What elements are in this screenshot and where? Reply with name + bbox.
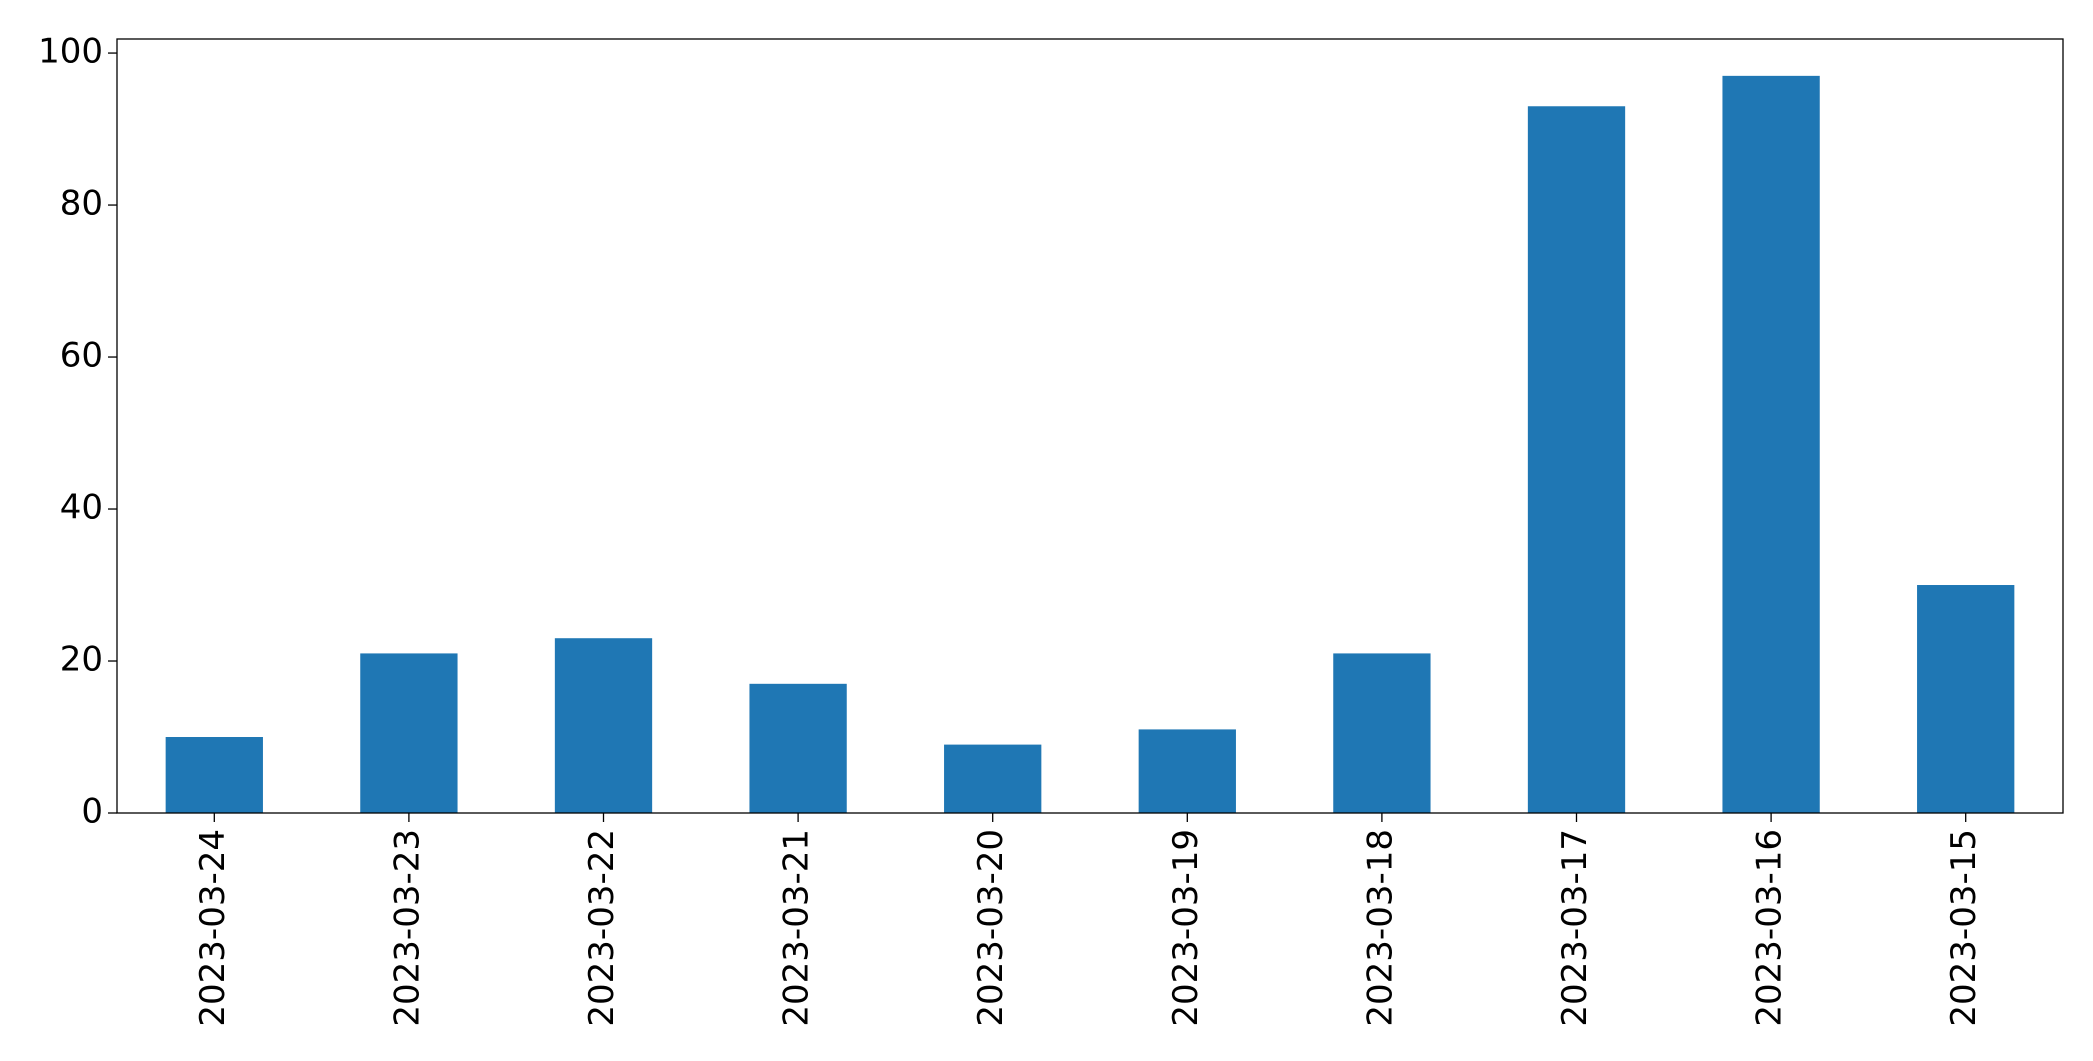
bar xyxy=(749,683,847,813)
y-tick-label: 20 xyxy=(60,640,103,680)
y-tick-label: 100 xyxy=(38,32,103,72)
bar xyxy=(1917,585,2015,813)
bar xyxy=(1333,653,1431,813)
x-tick-label: 2023-03-15 xyxy=(1944,829,1984,1027)
plot-frame xyxy=(116,38,2064,814)
x-tick-label: 2023-03-22 xyxy=(582,829,622,1027)
x-tick-label: 2023-03-20 xyxy=(971,829,1011,1027)
bar xyxy=(165,737,263,813)
x-tick-label: 2023-03-21 xyxy=(777,829,817,1027)
y-tick-label: 40 xyxy=(60,488,103,528)
x-tick-label: 2023-03-23 xyxy=(387,829,427,1027)
bar xyxy=(1527,106,1626,814)
bar xyxy=(1722,75,1820,814)
bar xyxy=(1138,729,1236,813)
y-tick-label: 60 xyxy=(60,336,103,376)
y-tick-label: 80 xyxy=(60,184,103,224)
x-tick-label: 2023-03-24 xyxy=(193,829,233,1027)
x-tick-label: 2023-03-19 xyxy=(1166,829,1206,1027)
bar xyxy=(554,638,653,813)
y-tick-label: 0 xyxy=(81,792,103,832)
x-tick-label: 2023-03-18 xyxy=(1360,829,1400,1027)
x-tick-label: 2023-03-17 xyxy=(1555,829,1595,1027)
bar xyxy=(360,653,458,813)
x-tick-label: 2023-03-16 xyxy=(1750,829,1790,1027)
bar xyxy=(944,744,1042,813)
